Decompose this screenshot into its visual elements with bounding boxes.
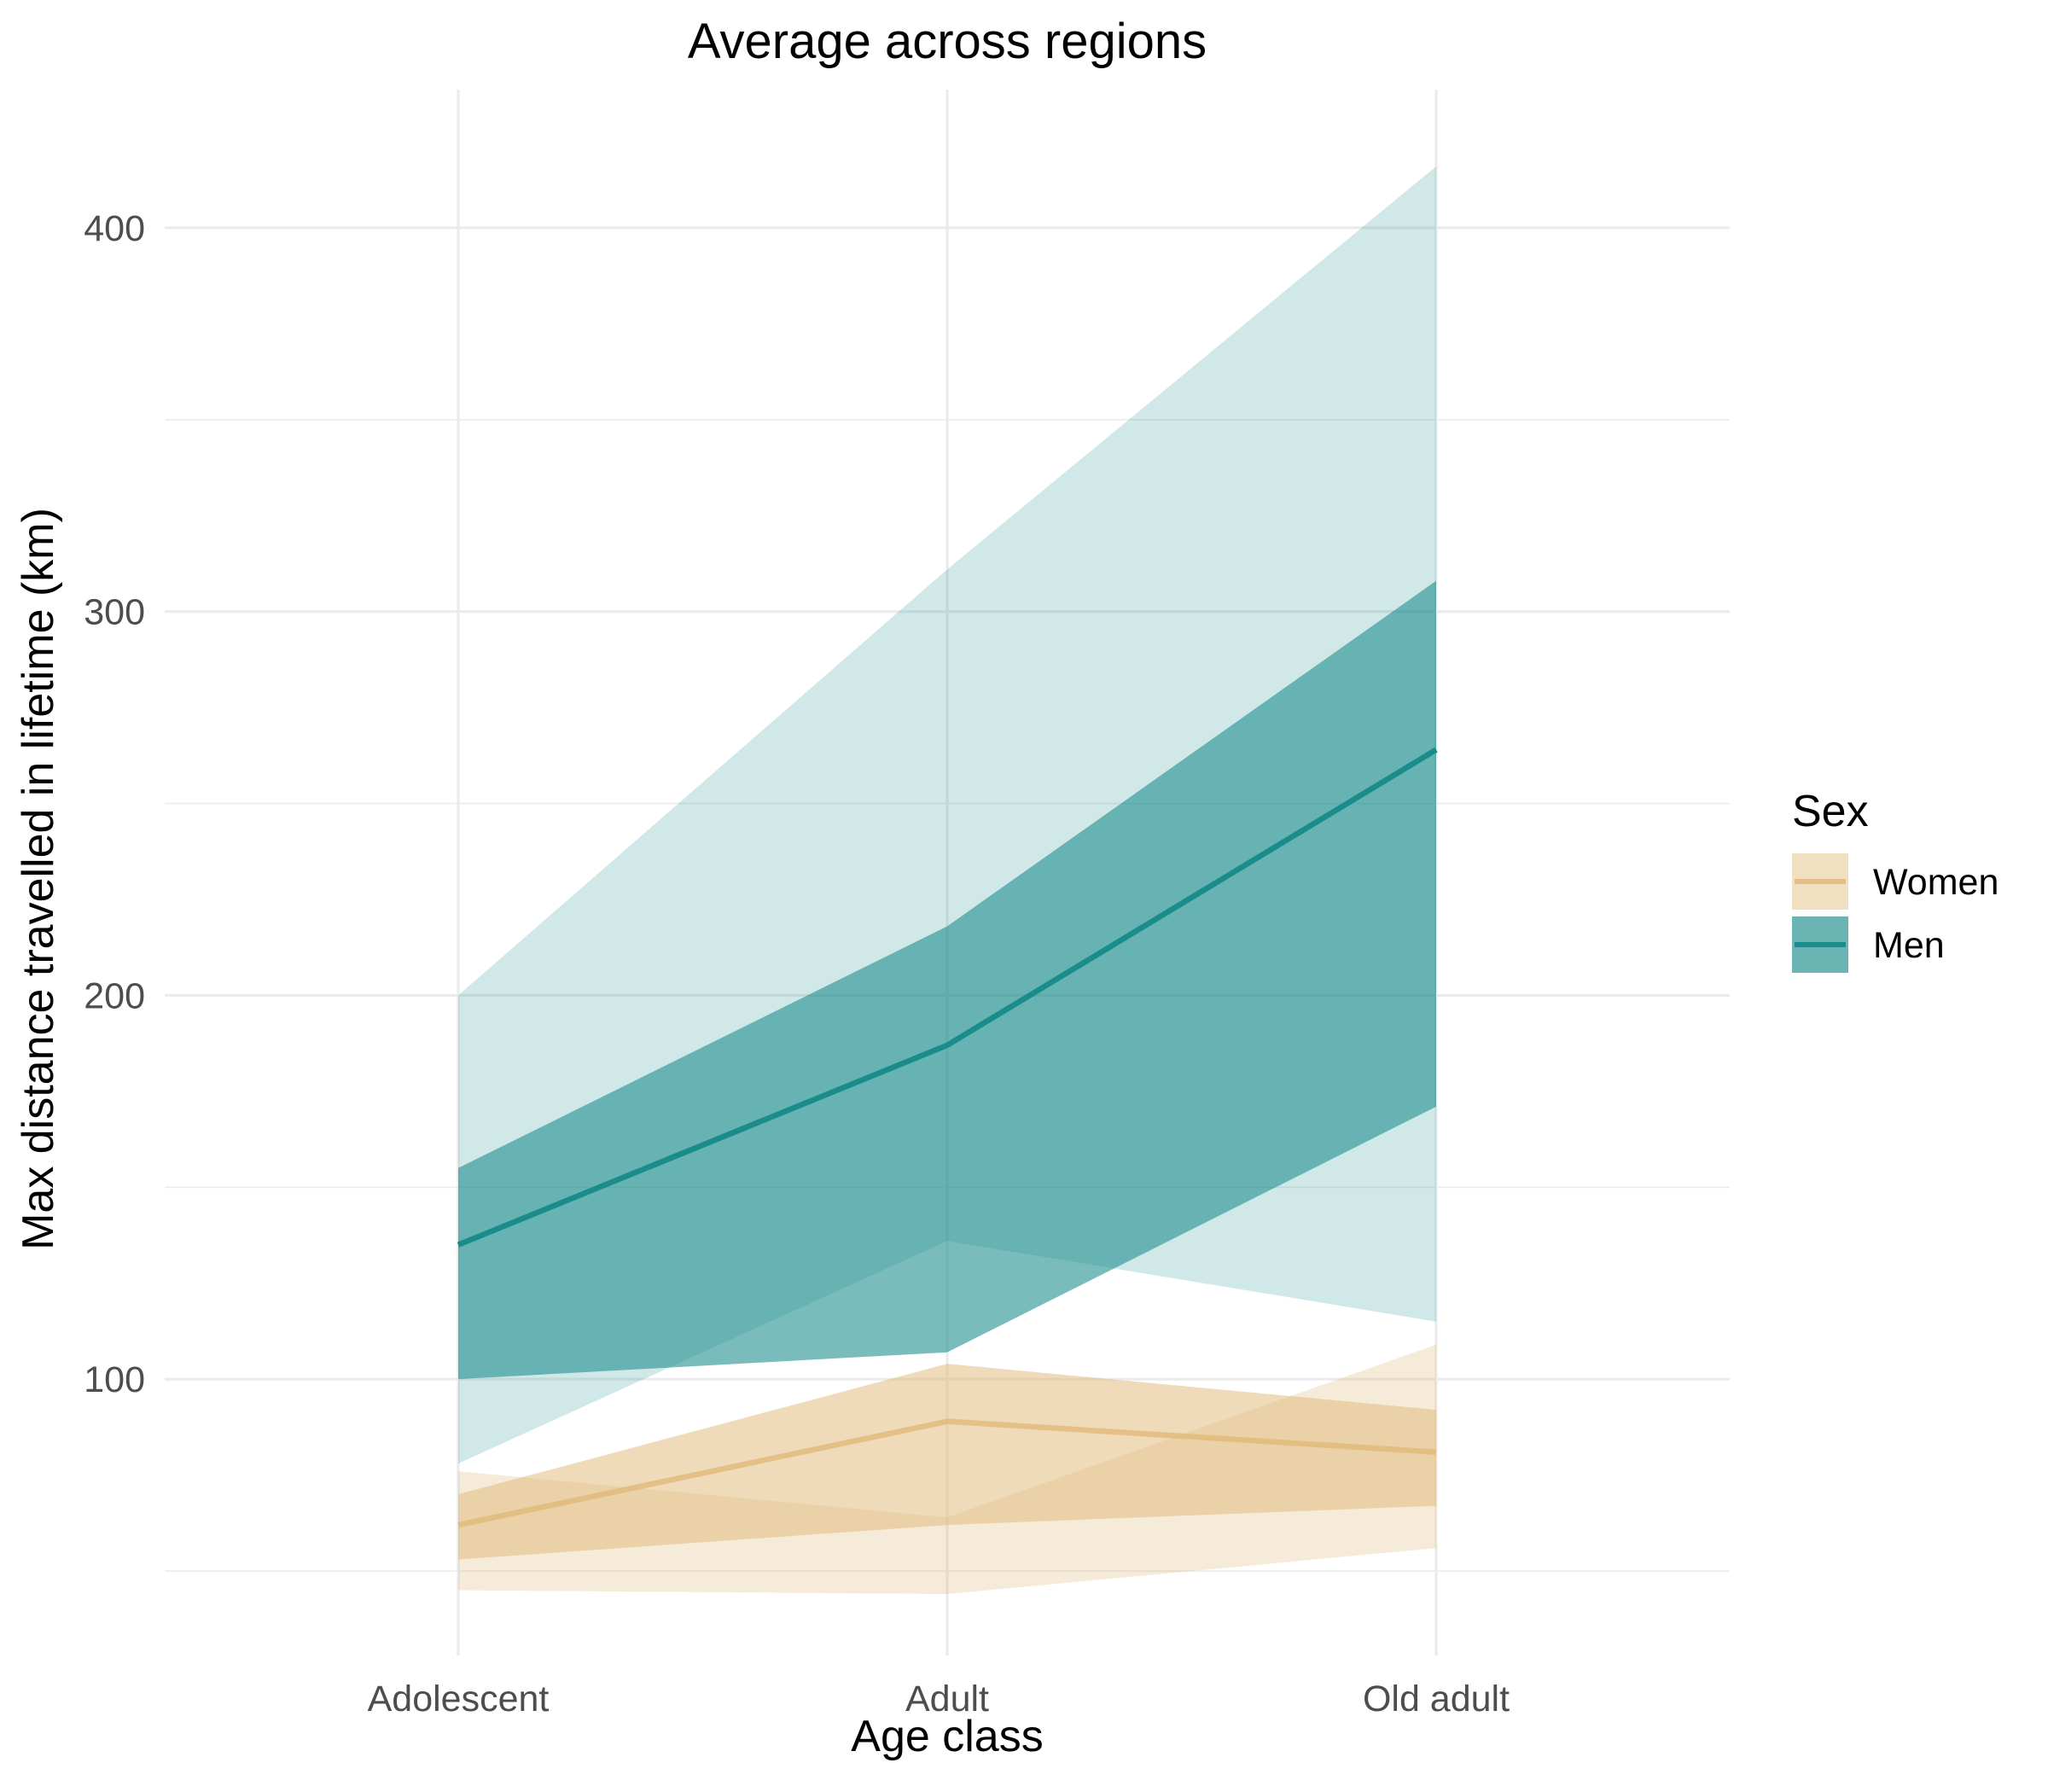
chart-title: Average across regions bbox=[688, 14, 1207, 69]
ribbon-inner-0 bbox=[458, 1364, 1436, 1560]
ribbons bbox=[458, 166, 1436, 1595]
y-tick-label: 300 bbox=[84, 592, 145, 633]
x-tick-label: Adult bbox=[905, 1679, 989, 1719]
series-lines bbox=[457, 747, 1438, 1528]
y-axis-title: Max distance travelled in lifetime (km) bbox=[14, 508, 63, 1250]
y-tick-label: 100 bbox=[84, 1359, 145, 1400]
x-tick-label: Old adult bbox=[1363, 1679, 1510, 1719]
legend-label: Women bbox=[1873, 862, 1999, 903]
legend-title: Sex bbox=[1792, 787, 1869, 836]
y-axis-ticks: 100 200 300 400 bbox=[84, 208, 145, 1400]
legend: Sex Women Men bbox=[1792, 787, 1999, 973]
x-axis-title: Age class bbox=[851, 1712, 1043, 1761]
x-axis-ticks: Adolescent Adult Old adult bbox=[368, 1679, 1510, 1719]
legend-items: Women Men bbox=[1792, 853, 1999, 973]
y-tick-label: 400 bbox=[84, 208, 145, 249]
ribbon-inner-1 bbox=[458, 580, 1436, 1380]
y-tick-label: 200 bbox=[84, 975, 145, 1016]
legend-label: Men bbox=[1873, 925, 1945, 966]
x-tick-label: Adolescent bbox=[368, 1679, 550, 1719]
